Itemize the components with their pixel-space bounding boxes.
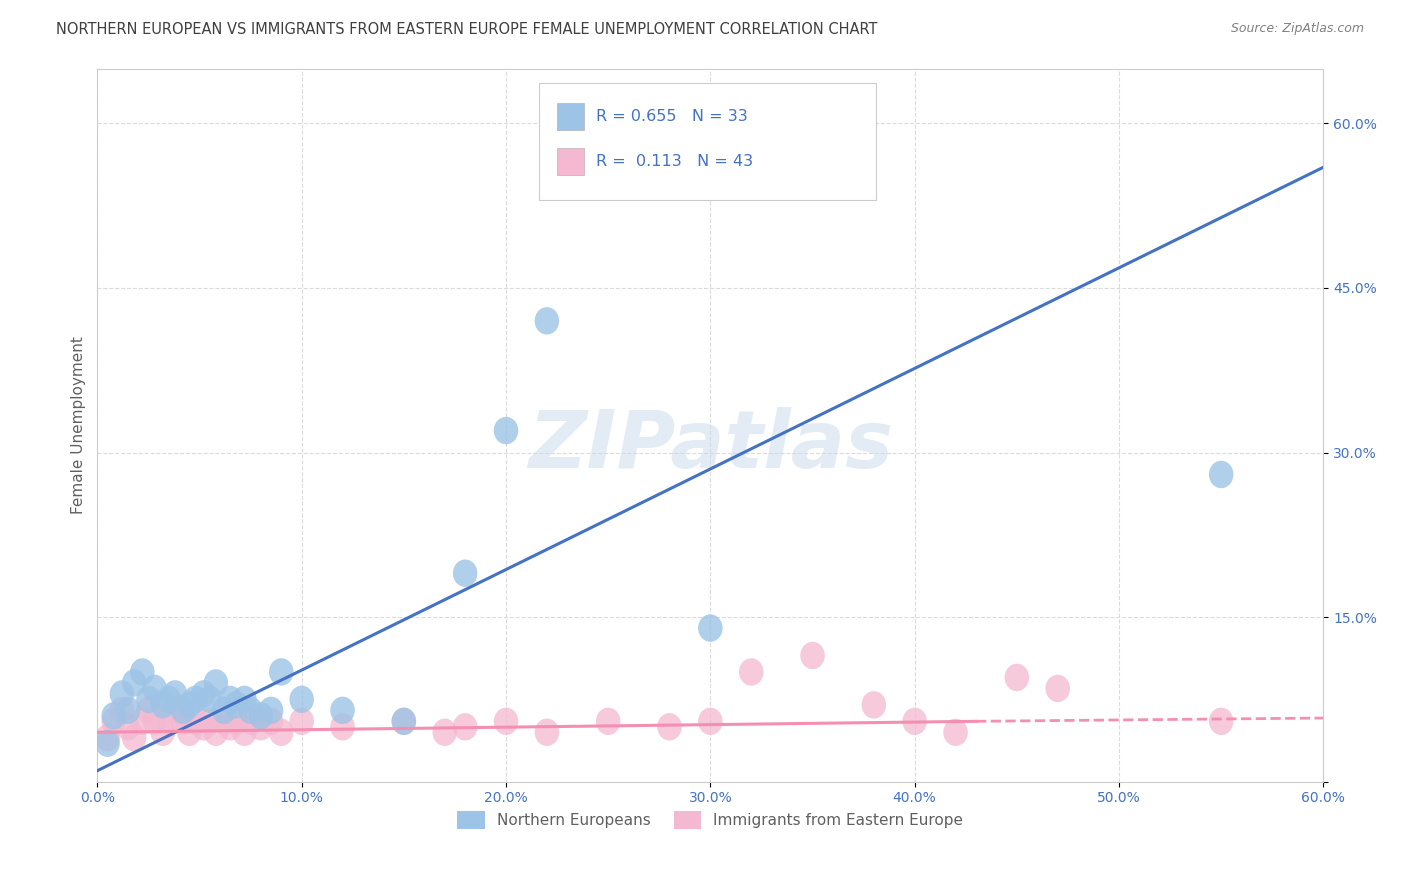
Ellipse shape (218, 686, 242, 713)
Ellipse shape (249, 702, 273, 730)
Ellipse shape (163, 697, 187, 724)
Ellipse shape (172, 707, 195, 735)
Ellipse shape (239, 697, 263, 724)
Ellipse shape (330, 713, 354, 740)
Ellipse shape (1209, 707, 1233, 735)
Ellipse shape (392, 707, 416, 735)
Ellipse shape (150, 719, 174, 746)
Ellipse shape (150, 691, 174, 719)
Y-axis label: Female Unemployment: Female Unemployment (72, 336, 86, 514)
Ellipse shape (191, 681, 217, 707)
Ellipse shape (494, 417, 519, 444)
Ellipse shape (800, 641, 825, 669)
Ellipse shape (142, 707, 167, 735)
Ellipse shape (290, 686, 314, 713)
Text: R = 0.655   N = 33: R = 0.655 N = 33 (596, 109, 748, 124)
Ellipse shape (699, 615, 723, 641)
Ellipse shape (1046, 674, 1070, 702)
Ellipse shape (101, 702, 127, 730)
Ellipse shape (259, 697, 283, 724)
Ellipse shape (122, 669, 146, 697)
Ellipse shape (129, 707, 155, 735)
Ellipse shape (943, 719, 967, 746)
Ellipse shape (232, 686, 257, 713)
Ellipse shape (129, 658, 155, 686)
Ellipse shape (177, 691, 201, 719)
Ellipse shape (163, 681, 187, 707)
Ellipse shape (259, 707, 283, 735)
Text: R =  0.113   N = 43: R = 0.113 N = 43 (596, 153, 754, 169)
Ellipse shape (862, 691, 886, 719)
Ellipse shape (115, 713, 141, 740)
Ellipse shape (177, 719, 201, 746)
Text: Source: ZipAtlas.com: Source: ZipAtlas.com (1230, 22, 1364, 36)
Ellipse shape (183, 707, 208, 735)
FancyBboxPatch shape (538, 83, 876, 201)
Ellipse shape (136, 697, 160, 724)
Ellipse shape (1004, 664, 1029, 691)
Ellipse shape (183, 686, 208, 713)
Ellipse shape (903, 707, 927, 735)
Ellipse shape (96, 724, 120, 751)
Ellipse shape (110, 681, 134, 707)
Ellipse shape (197, 707, 222, 735)
Ellipse shape (156, 686, 181, 713)
Ellipse shape (494, 707, 519, 735)
FancyBboxPatch shape (557, 148, 583, 175)
Ellipse shape (232, 719, 257, 746)
Text: ZIPatlas: ZIPatlas (527, 408, 893, 485)
Ellipse shape (392, 707, 416, 735)
Legend: Northern Europeans, Immigrants from Eastern Europe: Northern Europeans, Immigrants from East… (451, 805, 970, 835)
Ellipse shape (269, 719, 294, 746)
Ellipse shape (740, 658, 763, 686)
Ellipse shape (204, 719, 228, 746)
Ellipse shape (172, 697, 195, 724)
Ellipse shape (699, 707, 723, 735)
Ellipse shape (249, 713, 273, 740)
Ellipse shape (212, 697, 236, 724)
Ellipse shape (110, 697, 134, 724)
Ellipse shape (142, 674, 167, 702)
Ellipse shape (212, 707, 236, 735)
Ellipse shape (269, 658, 294, 686)
Ellipse shape (115, 697, 141, 724)
FancyBboxPatch shape (557, 103, 583, 130)
Ellipse shape (534, 719, 560, 746)
Ellipse shape (191, 713, 217, 740)
Ellipse shape (657, 713, 682, 740)
Ellipse shape (290, 707, 314, 735)
Ellipse shape (136, 686, 160, 713)
Ellipse shape (224, 707, 249, 735)
Ellipse shape (197, 686, 222, 713)
Ellipse shape (433, 719, 457, 746)
Ellipse shape (218, 713, 242, 740)
Ellipse shape (122, 724, 146, 751)
Ellipse shape (330, 697, 354, 724)
Ellipse shape (156, 707, 181, 735)
Ellipse shape (239, 707, 263, 735)
Ellipse shape (534, 307, 560, 334)
Ellipse shape (101, 707, 127, 735)
Ellipse shape (224, 691, 249, 719)
Ellipse shape (204, 669, 228, 697)
Ellipse shape (596, 707, 620, 735)
Ellipse shape (453, 713, 478, 740)
Ellipse shape (1209, 461, 1233, 488)
Text: NORTHERN EUROPEAN VS IMMIGRANTS FROM EASTERN EUROPE FEMALE UNEMPLOYMENT CORRELAT: NORTHERN EUROPEAN VS IMMIGRANTS FROM EAS… (56, 22, 877, 37)
Ellipse shape (96, 730, 120, 757)
Ellipse shape (453, 559, 478, 587)
